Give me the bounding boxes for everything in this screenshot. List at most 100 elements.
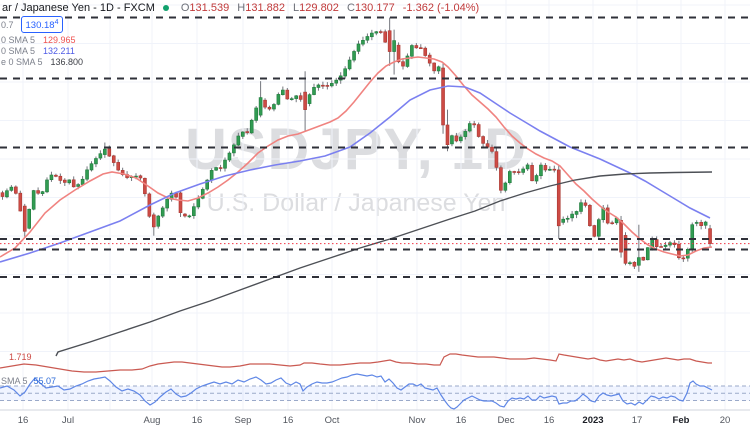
candle-up xyxy=(85,169,89,180)
candle-down xyxy=(267,106,272,110)
rsi-legend[interactable]: SMA 5 55.07 xyxy=(1,376,56,386)
candle-down xyxy=(387,30,392,52)
ohlc-values: O131.539 H131.882 L129.802 C130.177 -1.3… xyxy=(176,2,479,14)
candle-up xyxy=(459,136,463,142)
candle-down xyxy=(543,165,548,171)
candle-down xyxy=(218,167,223,169)
candle-down xyxy=(481,136,485,144)
open-label: O xyxy=(180,2,190,14)
rsi-pane-layer xyxy=(0,373,713,410)
candle-down xyxy=(396,44,401,63)
price-alert-box[interactable]: 130.184 xyxy=(20,16,64,34)
candle-up xyxy=(370,32,374,38)
candle-down xyxy=(441,67,445,126)
candle-up xyxy=(196,198,201,208)
candle-up xyxy=(80,178,85,185)
time-axis-label: 16 xyxy=(18,415,29,426)
candle-down xyxy=(107,148,112,157)
candle-up xyxy=(236,135,241,146)
candle-down xyxy=(632,261,637,267)
close-label: C xyxy=(346,2,355,14)
candle-up xyxy=(467,123,472,132)
sma-fast-line xyxy=(0,56,713,258)
sma-fast-params: 0 SMA 5 xyxy=(1,35,36,45)
candle-up xyxy=(565,217,570,220)
candle-up xyxy=(525,164,530,170)
time-axis-label: 16 xyxy=(283,415,294,426)
candle-up xyxy=(223,159,227,169)
candle-down xyxy=(432,62,436,72)
candle-up xyxy=(307,94,312,104)
candle-up xyxy=(254,107,258,121)
sma-slow-legend[interactable]: e 0 SMA 5 136.800 xyxy=(1,57,83,67)
candle-up xyxy=(410,45,414,57)
candle-down xyxy=(36,190,40,194)
symbol-legend[interactable]: ar / Japanese Yen - 1D - FXCM O131.539 H… xyxy=(2,2,479,14)
candle-up xyxy=(356,43,361,52)
indicator-row-price[interactable]: 0.7 130.184 xyxy=(1,16,64,34)
candle-up xyxy=(232,144,236,154)
candle-down xyxy=(641,256,646,261)
time-axis[interactable]: 16 Jul Aug 16 Sep 16 Oct Nov 16 Dec 16 2023 17 Feb 20 xyxy=(0,409,750,426)
candle-down xyxy=(556,169,561,227)
candle-up xyxy=(690,224,695,251)
candle-down xyxy=(58,175,63,181)
atr-line xyxy=(0,353,712,373)
rsi-params: SMA 5 xyxy=(1,376,28,386)
candle-up xyxy=(365,36,370,41)
candle-up xyxy=(160,207,165,217)
candle-down xyxy=(592,225,597,237)
sma-mid-line xyxy=(0,85,711,263)
time-axis-label: 16 xyxy=(544,415,555,426)
candle-up xyxy=(405,55,410,67)
candle-down xyxy=(120,170,125,175)
low-value: 129.802 xyxy=(299,2,339,14)
candle-up xyxy=(209,170,214,180)
candle-up xyxy=(703,221,708,226)
candle-down xyxy=(401,61,405,67)
candle-down xyxy=(0,192,5,197)
candle-up xyxy=(463,131,468,137)
rsi-line xyxy=(0,373,713,410)
candle-up xyxy=(637,257,641,266)
candle-down xyxy=(178,192,183,213)
atr-pane-layer xyxy=(0,353,712,373)
candle-down xyxy=(18,192,23,212)
candle-up xyxy=(49,174,54,181)
candle-down xyxy=(423,47,428,56)
candle-down xyxy=(14,186,18,194)
candle-up xyxy=(334,79,339,84)
candle-up xyxy=(352,51,356,61)
candle-up xyxy=(9,186,14,191)
time-axis-label: Nov xyxy=(409,415,426,426)
candle-down xyxy=(414,45,419,49)
sma-fast-legend[interactable]: 0 SMA 5 129.965 xyxy=(1,35,76,45)
candle-up xyxy=(374,31,379,34)
candle-down xyxy=(174,193,178,198)
candle-down xyxy=(659,246,663,248)
candle-up xyxy=(628,262,632,264)
candle-up xyxy=(27,208,32,229)
rsi-band-layer xyxy=(0,385,750,401)
sma-mid-legend[interactable]: 0 SMA 5 132.211 xyxy=(1,46,75,56)
time-axis-label: Feb xyxy=(673,415,690,426)
symbol-title: ar / Japanese Yen - 1D - FXCM xyxy=(2,2,155,14)
candle-up xyxy=(534,175,539,182)
market-status-dot-icon xyxy=(162,5,169,11)
levels-layer[interactable] xyxy=(0,16,750,278)
candle-up xyxy=(561,218,566,223)
sma-mid-params: 0 SMA 5 xyxy=(1,46,36,56)
candle-up xyxy=(663,244,668,247)
candle-down xyxy=(116,162,120,171)
sma-fast-value: 129.965 xyxy=(43,35,76,45)
low-label: L xyxy=(293,2,300,14)
candle-up xyxy=(165,198,169,209)
indicator-param: 0.7 xyxy=(1,19,14,30)
candle-up xyxy=(521,168,525,173)
high-value: 131.882 xyxy=(245,2,285,14)
atr-legend-value[interactable]: 1.719 xyxy=(9,352,32,362)
candle-up xyxy=(98,153,103,159)
candle-down xyxy=(138,175,143,179)
